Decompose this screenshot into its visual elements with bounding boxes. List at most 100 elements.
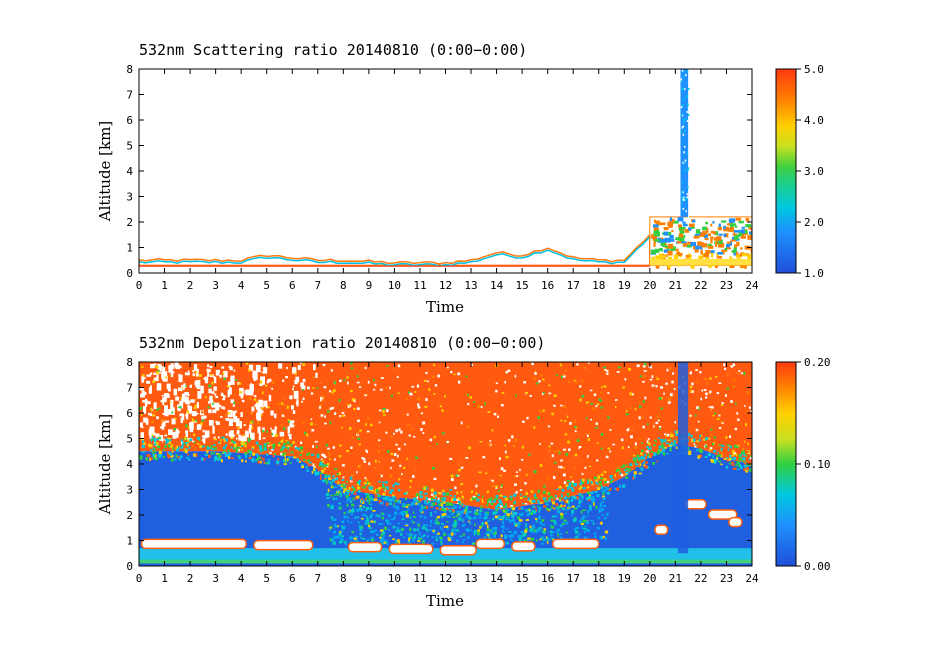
field-speck bbox=[262, 367, 266, 370]
field-speck bbox=[408, 434, 411, 437]
mixing-speck bbox=[400, 533, 403, 536]
field-speck bbox=[302, 363, 306, 366]
mixing-speck bbox=[597, 526, 600, 530]
field-speck bbox=[161, 438, 164, 441]
transition-speck bbox=[237, 454, 240, 457]
transition-speck bbox=[446, 501, 450, 505]
field-speck bbox=[187, 393, 190, 397]
field-speck bbox=[243, 424, 246, 426]
transition-speck bbox=[331, 481, 333, 484]
y-tick-label: 7 bbox=[126, 89, 133, 102]
mixing-speck bbox=[600, 537, 603, 541]
field-speck bbox=[595, 459, 599, 462]
field-speck bbox=[300, 362, 302, 365]
transition-speck bbox=[419, 491, 423, 495]
field-speck bbox=[208, 369, 211, 372]
mixing-speck bbox=[343, 526, 346, 529]
transition-speck bbox=[564, 500, 568, 504]
transition-speck bbox=[591, 481, 594, 486]
field-cell bbox=[698, 255, 703, 261]
transition-speck bbox=[486, 503, 489, 507]
transition-speck bbox=[655, 440, 658, 443]
field-speck bbox=[490, 479, 494, 483]
field-speck bbox=[690, 385, 693, 389]
field-cell bbox=[652, 236, 657, 241]
transition-speck bbox=[180, 439, 183, 442]
chart-1-title: 532nm Scattering ratio 20140810 (0:00−0:… bbox=[139, 41, 527, 59]
transition-speck bbox=[288, 450, 291, 454]
no-data-gap bbox=[208, 388, 212, 394]
field-speck bbox=[364, 477, 367, 480]
field-speck bbox=[320, 414, 324, 417]
column-speck bbox=[686, 110, 688, 113]
field-speck bbox=[655, 385, 658, 388]
mixing-speck bbox=[462, 538, 466, 541]
transition-speck bbox=[195, 453, 198, 457]
transition-speck bbox=[259, 447, 262, 451]
mixing-speck bbox=[440, 540, 442, 543]
transition-speck bbox=[364, 483, 368, 486]
transition-speck bbox=[308, 461, 312, 464]
mixing-speck bbox=[456, 514, 459, 518]
transition-speck bbox=[490, 502, 494, 506]
field-cell bbox=[703, 234, 708, 238]
mixing-speck bbox=[556, 532, 559, 534]
mixing-speck bbox=[459, 535, 463, 538]
transition-speck bbox=[152, 451, 154, 455]
y-tick-label: 3 bbox=[126, 484, 133, 497]
mixing-speck bbox=[371, 498, 374, 502]
no-data-gap bbox=[159, 435, 164, 443]
transition-speck bbox=[612, 475, 615, 479]
mixing-speck bbox=[579, 519, 582, 524]
mixing-speck bbox=[328, 529, 332, 532]
mixing-speck bbox=[393, 512, 398, 516]
transition-speck bbox=[537, 499, 540, 503]
field-speck bbox=[403, 443, 407, 446]
field-speck bbox=[238, 382, 242, 385]
transition-speck bbox=[669, 433, 673, 438]
field-speck bbox=[592, 407, 596, 410]
field-speck bbox=[160, 420, 163, 424]
field-cell bbox=[653, 227, 659, 232]
mixing-speck bbox=[591, 495, 595, 499]
transition-speck bbox=[718, 454, 722, 457]
transition-speck bbox=[720, 463, 723, 466]
transition-speck bbox=[563, 497, 567, 500]
field-speck bbox=[533, 425, 536, 429]
field-speck bbox=[330, 391, 334, 394]
transition-speck bbox=[311, 470, 314, 474]
field-cell bbox=[750, 248, 752, 251]
field-speck bbox=[693, 443, 697, 445]
transition-speck bbox=[595, 484, 599, 487]
field-cell bbox=[699, 246, 703, 250]
field-speck bbox=[248, 369, 251, 372]
transition-speck bbox=[710, 449, 714, 452]
field-speck bbox=[266, 430, 268, 433]
transition-speck bbox=[505, 503, 507, 506]
field-speck bbox=[420, 412, 424, 415]
mixing-speck bbox=[365, 507, 370, 510]
field-speck bbox=[505, 370, 509, 374]
field-speck bbox=[237, 426, 240, 430]
field-speck bbox=[141, 374, 145, 377]
no-data-gap bbox=[139, 388, 144, 391]
mixing-speck bbox=[453, 521, 457, 525]
x-tick-label: 0 bbox=[136, 572, 143, 585]
transition-speck bbox=[547, 497, 551, 500]
field-speck bbox=[329, 407, 333, 410]
field-speck bbox=[587, 438, 590, 442]
field-speck bbox=[326, 410, 330, 413]
field-speck bbox=[493, 412, 497, 416]
transition-speck bbox=[323, 476, 327, 480]
column-speck bbox=[683, 196, 685, 199]
field-cell bbox=[716, 255, 723, 259]
mixing-speck bbox=[553, 507, 556, 510]
field-speck bbox=[328, 454, 331, 457]
mixing-speck bbox=[382, 497, 385, 500]
transition-speck bbox=[644, 461, 648, 464]
field-speck bbox=[202, 429, 205, 433]
field-speck bbox=[189, 385, 192, 388]
mixing-speck bbox=[493, 527, 497, 531]
field-speck bbox=[519, 496, 523, 499]
field-cell bbox=[750, 249, 752, 254]
